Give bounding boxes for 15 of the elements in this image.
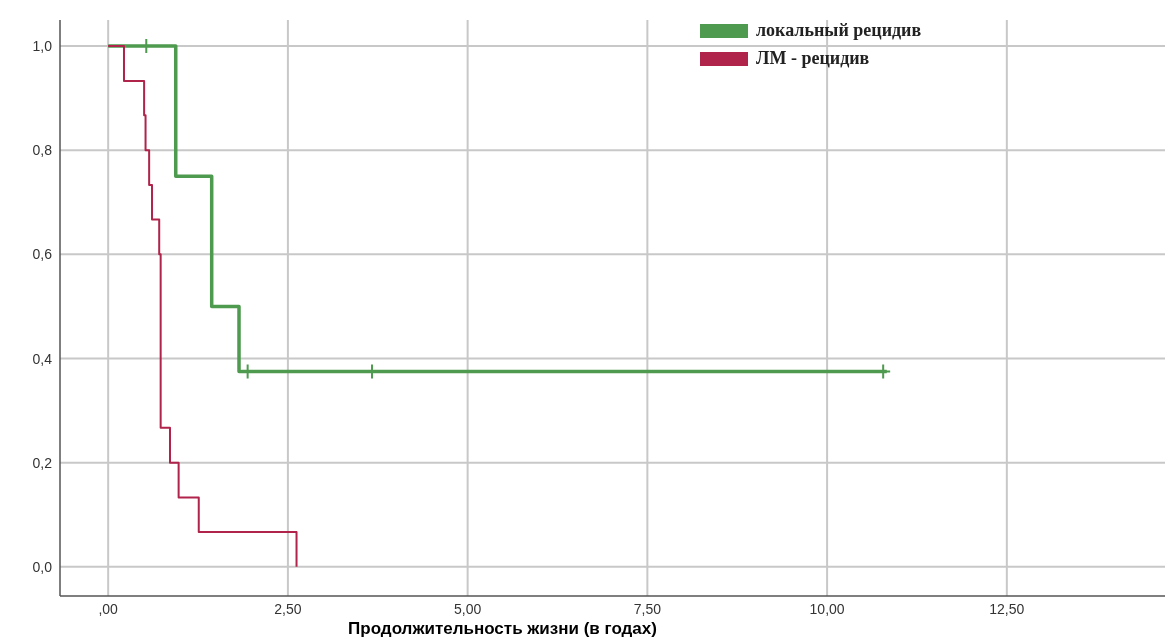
x-tick-label: ,00 (98, 601, 119, 617)
y-tick-label: 1,0 (32, 38, 53, 55)
legend-label: локальный рецидив (756, 20, 922, 40)
y-tick-label: 0,6 (32, 246, 53, 263)
legend-label: ЛМ - рецидив (756, 48, 870, 68)
y-tick-label: 0,0 (32, 558, 53, 575)
x-axis-title: Продолжительность жизни (в годах) (348, 619, 657, 637)
x-tick-label: 5,00 (454, 601, 482, 617)
y-tick-label: 0,8 (32, 142, 53, 159)
x-tick-label: 7,50 (633, 601, 662, 617)
x-tick-label: 2,50 (274, 601, 302, 617)
y-tick-label: 0,4 (32, 350, 53, 367)
x-tick-label: 10,00 (809, 601, 845, 617)
y-tick-label: 0,2 (32, 454, 53, 471)
x-tick-label: 12,50 (989, 601, 1025, 617)
